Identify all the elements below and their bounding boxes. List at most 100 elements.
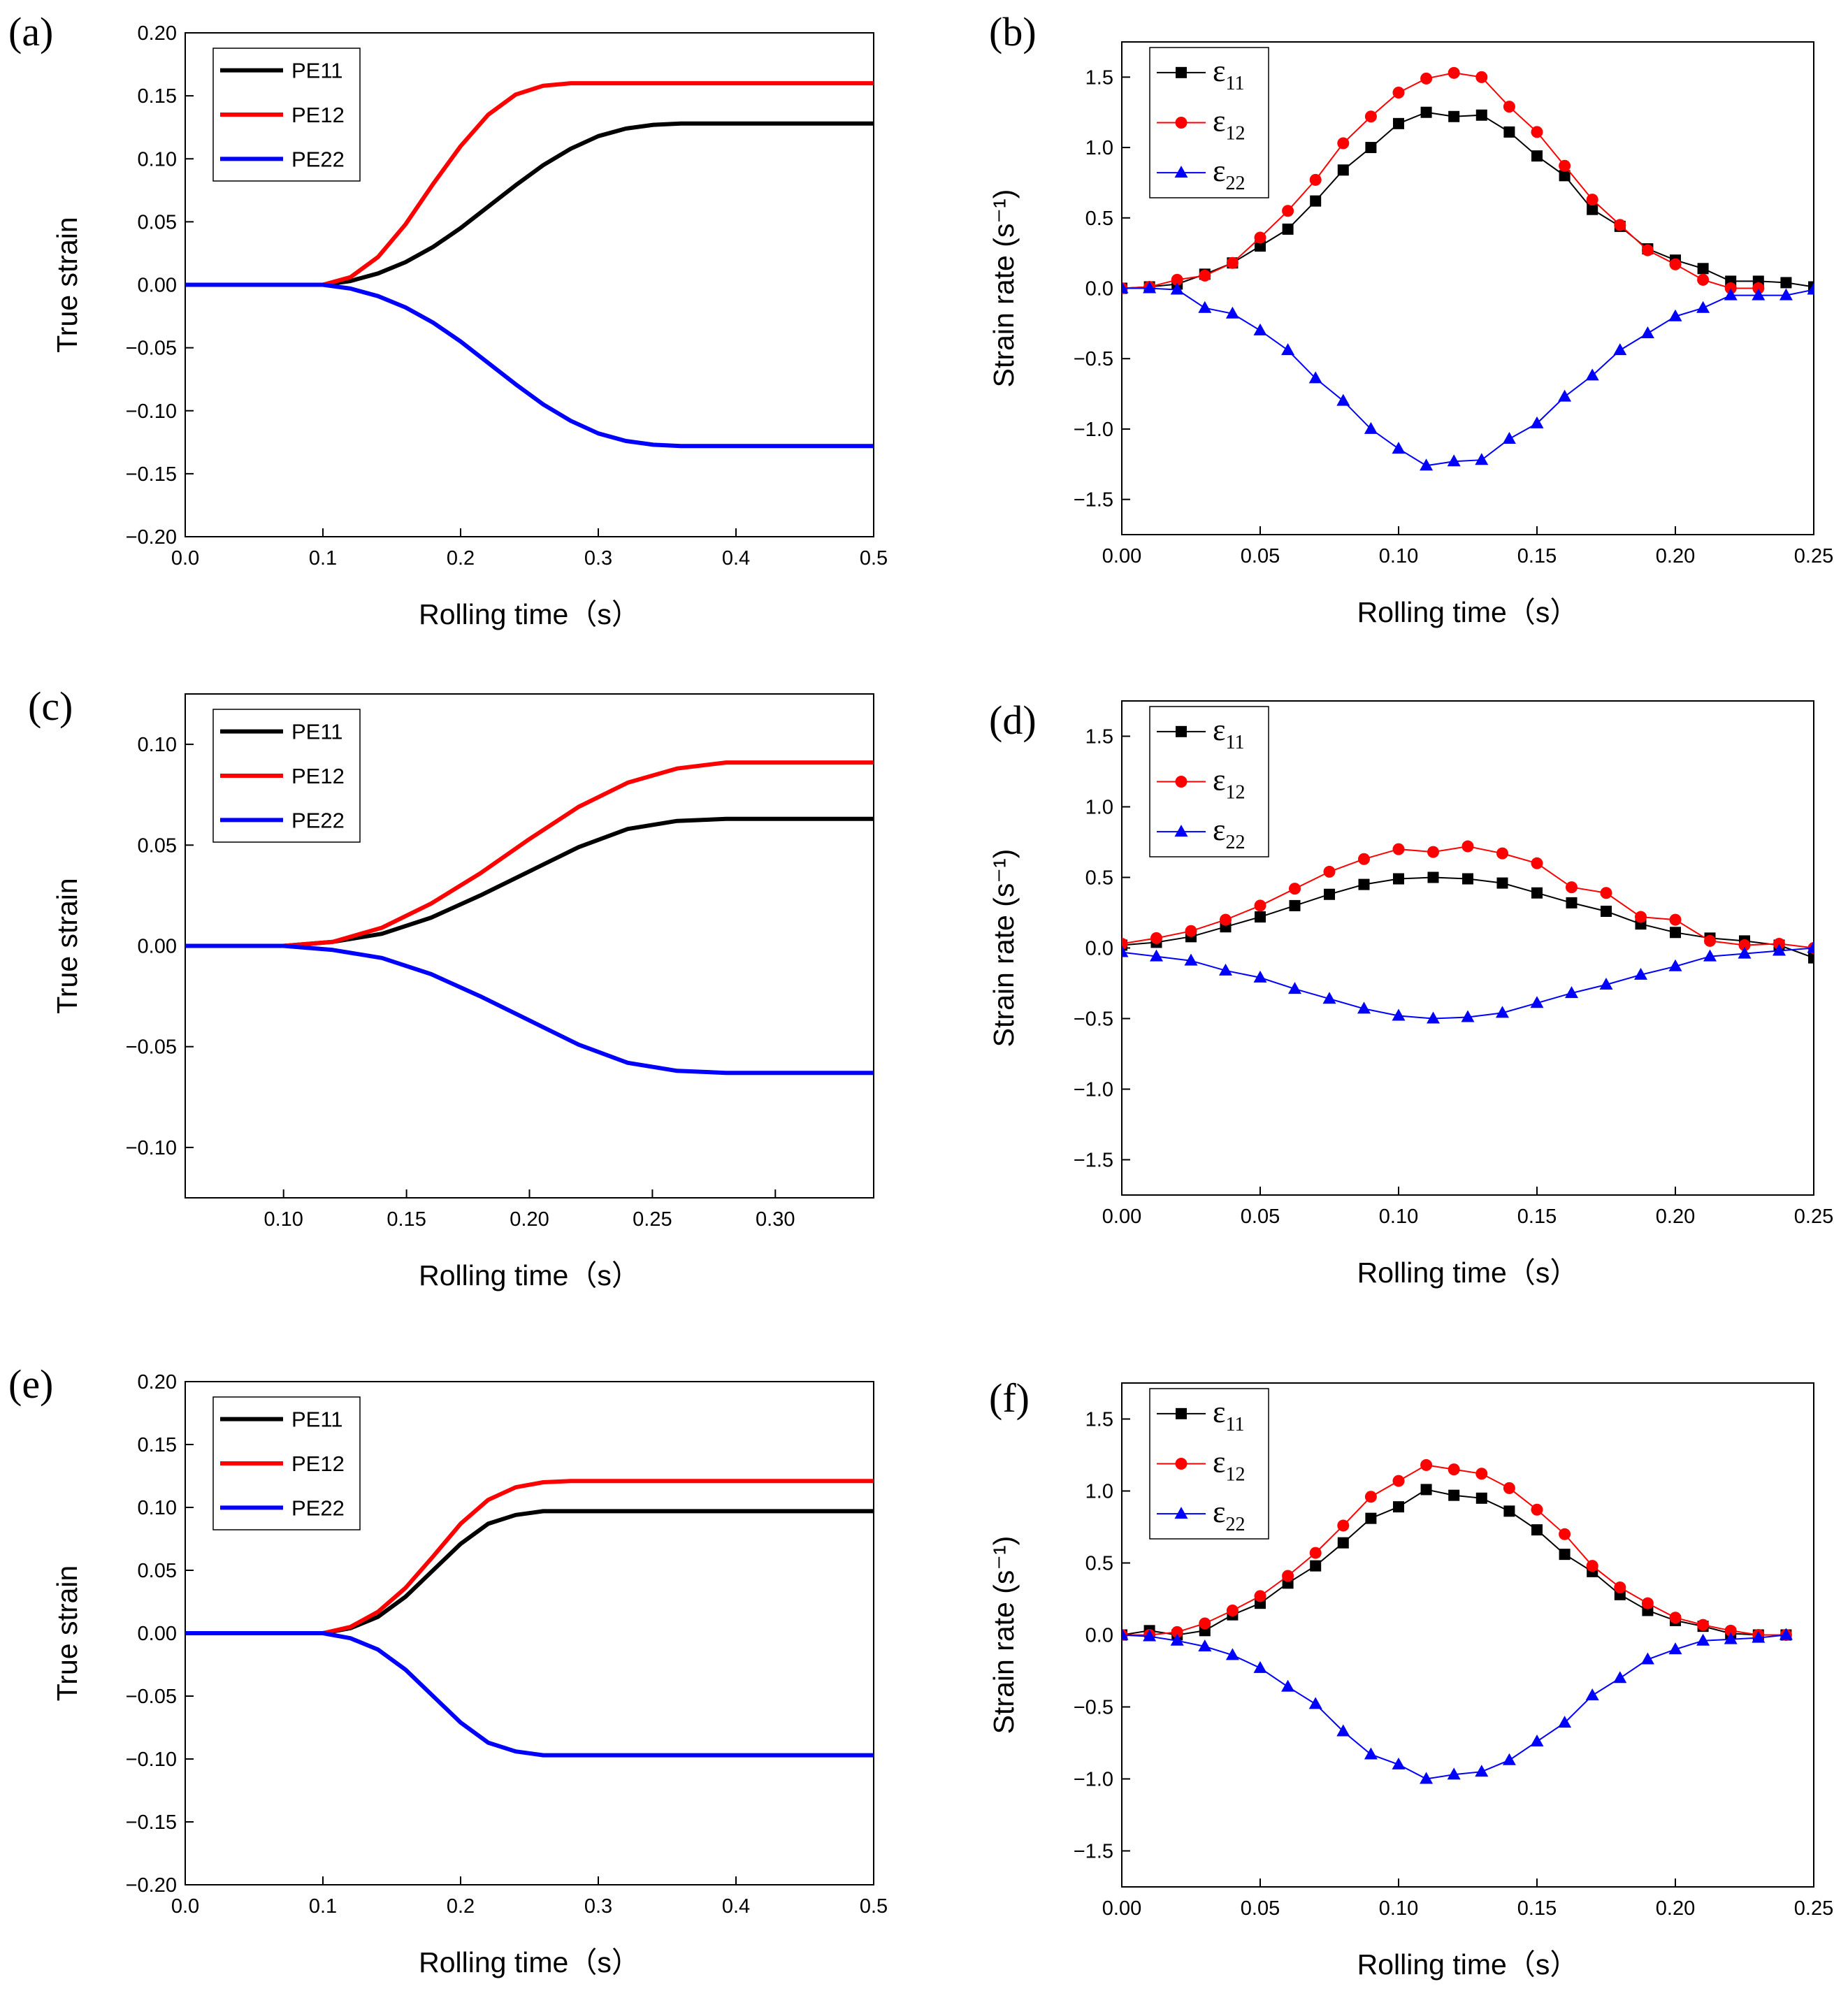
data-point: [1475, 1468, 1488, 1480]
data-point: [1558, 1716, 1572, 1728]
data-point: [1122, 1628, 1129, 1640]
data-point: [1336, 393, 1350, 406]
series-line: [185, 282, 874, 449]
data-point: [1255, 240, 1266, 252]
data-point: [1566, 881, 1578, 894]
data-point: [1599, 978, 1613, 990]
x-tick-label: 0.25: [1794, 545, 1833, 567]
x-tick-label: 0.15: [1517, 545, 1557, 567]
data-point: [1475, 1492, 1487, 1504]
x-tick-label: 0.5: [860, 547, 888, 570]
x-tick-label: 0.1: [309, 547, 337, 570]
data-point: [1703, 949, 1717, 962]
x-tick-label: 0.15: [1517, 1897, 1557, 1920]
data-point: [1530, 996, 1544, 1008]
y-tick-label: 0.10: [138, 734, 177, 756]
legend-subscript: 22: [1225, 832, 1245, 853]
y-axis-label: Strain rate (s⁻¹): [988, 189, 1020, 388]
data-point: [1566, 897, 1578, 908]
data-point: [1475, 71, 1488, 83]
data-point: [1697, 263, 1709, 275]
legend-label: PE11: [291, 59, 343, 83]
data-point: [1475, 109, 1487, 121]
data-point: [1502, 1753, 1516, 1765]
data-point: [1358, 878, 1370, 890]
data-point: [1496, 847, 1508, 860]
data-point: [1530, 1734, 1544, 1746]
data-point: [1704, 934, 1716, 947]
data-point: [1752, 1630, 1766, 1643]
x-tick-label: 0.20: [1656, 545, 1695, 567]
data-point: [1448, 1463, 1460, 1476]
x-tick-label: 0.25: [1794, 1897, 1833, 1920]
y-tick-label: 1.0: [1085, 797, 1113, 819]
y-tick-label: 0.10: [138, 1497, 177, 1519]
data-point: [1752, 288, 1766, 301]
panel-f: (f) 0.00 0.05 0.10 0.15 0.20 0.25 −1.5 −1.0 −0.5 0…: [988, 1375, 1833, 1981]
data-point: [1697, 1619, 1710, 1631]
series-pe12: [185, 81, 874, 287]
data-point: [1392, 1475, 1405, 1487]
data-point: [1253, 970, 1267, 983]
data-point: [1559, 1528, 1571, 1540]
x-tick-label: 0.05: [1241, 1206, 1280, 1228]
data-point: [1640, 1652, 1654, 1665]
data-point: [1614, 219, 1626, 231]
data-point: [1427, 846, 1439, 858]
x-axis-label: Rolling time（s）: [1357, 596, 1579, 628]
data-point: [1427, 1011, 1440, 1024]
data-point: [1171, 273, 1183, 286]
data-point: [1780, 277, 1792, 289]
y-tick-label: 0.5: [1085, 208, 1113, 230]
data-point: [1253, 1660, 1267, 1673]
x-tick-label: 0.00: [1102, 545, 1141, 567]
data-point: [1461, 1010, 1475, 1022]
data-point: [1364, 1747, 1378, 1760]
data-point: [1635, 911, 1647, 923]
data-point: [1364, 110, 1377, 123]
data-point: [1496, 1006, 1509, 1018]
x-tick-label: 0.3: [584, 1895, 612, 1918]
data-point: [1226, 256, 1239, 269]
legend-marker: [1175, 1458, 1188, 1470]
y-tick-label: −0.20: [126, 1874, 177, 1897]
data-point: [1198, 301, 1212, 313]
legend: PE11 PE12 PE22: [212, 709, 361, 843]
data-point: [1308, 1697, 1322, 1709]
data-point: [1392, 1008, 1406, 1021]
legend-marker: [1176, 66, 1187, 78]
x-axis-label: Rolling time（s）: [419, 1946, 640, 1978]
y-tick-label: 0.5: [1085, 1553, 1113, 1575]
y-tick-label: 1.5: [1085, 66, 1113, 89]
series-line: [185, 81, 874, 287]
data-point: [1420, 106, 1432, 118]
data-point: [1531, 1524, 1543, 1536]
y-tick-label: −1.0: [1074, 419, 1113, 441]
x-axis-label: Rolling time（s）: [419, 1259, 640, 1291]
data-point: [1448, 1489, 1460, 1501]
legend-label: PE12: [291, 1452, 345, 1476]
panel-c: (c) 0.10 0.15 0.20 0.25 0.30 −0.10 −0.05 0.00 0.0…: [28, 683, 874, 1291]
legend-item: PE22: [220, 808, 345, 832]
x-tick-label: 0.3: [584, 547, 612, 570]
x-tick-label: 0.10: [1379, 545, 1418, 567]
data-point: [1143, 281, 1157, 294]
legend-subscript: 11: [1225, 73, 1244, 94]
legend-item: PE22: [220, 147, 345, 171]
data-point: [1184, 953, 1198, 966]
x-tick-label: 0.25: [633, 1208, 672, 1231]
data-point: [1365, 142, 1377, 154]
y-tick-label: 1.0: [1085, 1481, 1113, 1503]
panel-label: (f): [989, 1375, 1030, 1421]
data-point: [1122, 281, 1129, 294]
y-tick-label: 0.00: [138, 1623, 177, 1645]
data-point: [1323, 865, 1336, 878]
data-point: [1392, 843, 1405, 855]
data-point: [1475, 453, 1489, 465]
data-point: [1199, 1617, 1211, 1630]
data-point: [1219, 963, 1232, 976]
data-point: [1282, 205, 1294, 217]
data-point: [1503, 101, 1515, 113]
data-point: [1150, 949, 1163, 962]
